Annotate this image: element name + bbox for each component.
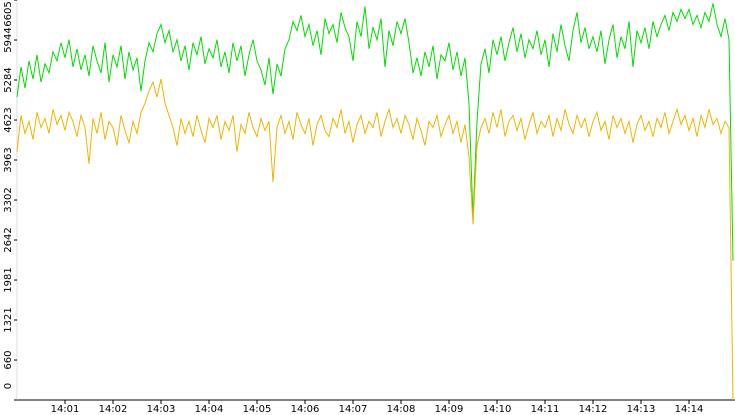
x-tick-label: 14:11 <box>531 404 560 415</box>
x-tick-label: 14:13 <box>627 404 656 415</box>
y-tick-label: 660 <box>3 350 14 369</box>
y-tick-label: 0 <box>3 383 14 389</box>
y-tick-label: 1981 <box>3 267 14 292</box>
y-tick-label: 4623 <box>3 107 14 132</box>
x-tick-label: 14:03 <box>147 404 176 415</box>
x-tick-label: 14:01 <box>51 404 80 415</box>
y-tick-label: 1321 <box>3 307 14 332</box>
y-tick-label: 5944 <box>3 27 14 52</box>
x-tick-label: 14:09 <box>435 404 464 415</box>
x-tick-label: 14:14 <box>675 404 704 415</box>
x-tick-label: 14:06 <box>291 404 320 415</box>
y-tick-label: 5284 <box>3 67 14 92</box>
x-tick-label: 14:02 <box>99 404 128 415</box>
x-tick-label: 14:08 <box>387 404 416 415</box>
x-tick-label: 14:04 <box>195 404 224 415</box>
y-tick-label: 3963 <box>3 147 14 172</box>
x-tick-label: 14:07 <box>339 404 368 415</box>
x-tick-label: 14:05 <box>243 404 272 415</box>
y-tick-label: 3302 <box>3 187 14 212</box>
x-tick-label: 14:10 <box>483 404 512 415</box>
y-tick-label: 6605 <box>3 1 14 26</box>
series-line <box>16 3 734 261</box>
x-tick-label: 14:12 <box>579 404 608 415</box>
series-line <box>16 78 734 401</box>
y-tick-label: 2642 <box>3 227 14 252</box>
